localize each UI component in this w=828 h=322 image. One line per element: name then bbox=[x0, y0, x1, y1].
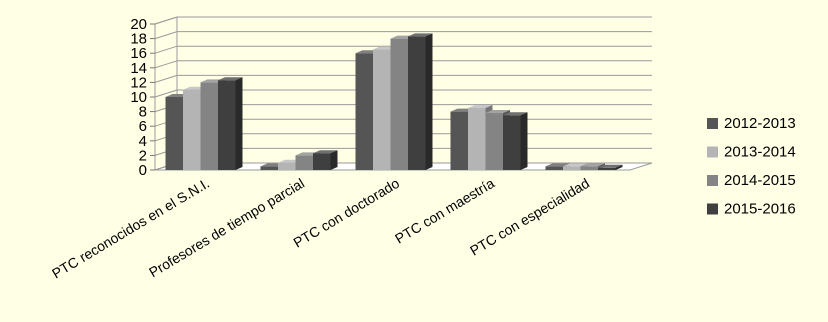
bar-front bbox=[563, 166, 581, 170]
legend-label: 2014-2015 bbox=[724, 172, 796, 189]
legend-item: 2012-2013 bbox=[707, 115, 796, 132]
legend-item: 2013-2014 bbox=[707, 144, 796, 161]
x-category-label: Profesores de tiempo parcial bbox=[146, 175, 307, 280]
bar-front bbox=[278, 163, 296, 170]
y-tick-label: 10 bbox=[130, 89, 147, 106]
bar-front bbox=[218, 80, 236, 170]
bar-series bbox=[166, 33, 623, 170]
bar bbox=[503, 112, 528, 170]
legend-item: 2015-2016 bbox=[707, 201, 796, 218]
gridline-side bbox=[155, 61, 177, 68]
gridline-side bbox=[155, 75, 177, 82]
gridline-side bbox=[155, 32, 177, 39]
bar-front bbox=[201, 82, 219, 170]
legend-swatch bbox=[707, 204, 718, 215]
gridline-side bbox=[155, 46, 177, 53]
y-tick-label: 18 bbox=[130, 31, 147, 48]
bar-front bbox=[183, 90, 201, 170]
x-axis-category-labels: PTC reconocidos en el S.N.I.Profesores d… bbox=[49, 175, 592, 282]
bar-front bbox=[408, 36, 426, 170]
bar-side bbox=[426, 33, 433, 170]
bar-front bbox=[391, 39, 409, 170]
bar-front bbox=[546, 166, 564, 170]
bar-front bbox=[373, 50, 391, 170]
y-tick-label: 2 bbox=[139, 147, 147, 164]
x-category-label: PTC con doctorado bbox=[290, 175, 402, 251]
bar bbox=[218, 77, 243, 170]
bar-front bbox=[313, 153, 331, 170]
bar bbox=[408, 33, 433, 170]
bar-front bbox=[486, 113, 504, 170]
bar bbox=[313, 150, 338, 170]
bar-side bbox=[331, 150, 338, 170]
x-category-label: PTC reconocidos en el S.N.I. bbox=[49, 175, 212, 282]
bar-front bbox=[451, 112, 469, 170]
gridline-side bbox=[155, 17, 177, 24]
y-tick-label: 6 bbox=[139, 118, 147, 135]
bar-front bbox=[166, 97, 184, 170]
bar-front bbox=[261, 166, 279, 170]
bar-front bbox=[468, 108, 486, 170]
y-tick-label: 12 bbox=[130, 74, 147, 91]
bar-front bbox=[296, 155, 314, 170]
legend-swatch bbox=[707, 175, 718, 186]
legend-swatch bbox=[707, 147, 718, 158]
y-tick-label: 16 bbox=[130, 45, 147, 62]
y-tick-label: 4 bbox=[139, 133, 147, 150]
bar-front bbox=[356, 53, 374, 170]
bar-front bbox=[503, 115, 521, 170]
bar-side bbox=[236, 77, 243, 170]
bar-side bbox=[521, 112, 528, 170]
legend-label: 2015-2016 bbox=[724, 201, 796, 218]
y-tick-label: 0 bbox=[139, 162, 147, 179]
legend-label: 2012-2013 bbox=[724, 115, 796, 132]
legend-swatch bbox=[707, 118, 718, 129]
legend-label: 2013-2014 bbox=[724, 144, 796, 161]
bar-front bbox=[598, 168, 616, 170]
legend-item: 2014-2015 bbox=[707, 172, 796, 189]
legend: 2012-2013 2013-2014 2014-2015 2015-2016 bbox=[707, 115, 796, 218]
y-tick-label: 20 bbox=[130, 16, 147, 33]
y-tick-label: 8 bbox=[139, 104, 147, 121]
bar-front bbox=[581, 166, 599, 170]
y-tick-label: 14 bbox=[130, 60, 147, 77]
